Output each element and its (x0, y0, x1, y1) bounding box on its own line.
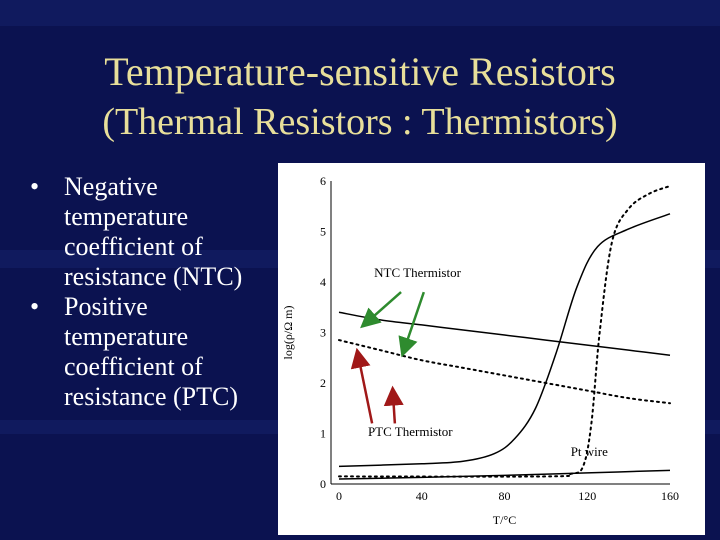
y-tick-label: 4 (320, 275, 326, 289)
y-tick-label: 0 (320, 477, 326, 491)
ptc-arrow-2 (383, 385, 404, 424)
x-tick-label: 80 (499, 489, 511, 503)
series-line-4 (338, 185, 671, 478)
bullet-list: • Negative temperature coefficient of re… (30, 172, 250, 412)
y-tick-label: 3 (320, 326, 326, 340)
x-axis-label: T/°C (493, 513, 516, 527)
y-tick-label: 1 (320, 427, 326, 441)
slide-title: Temperature-sensitive Resistors (104, 49, 616, 94)
x-tick-label: 120 (578, 489, 596, 503)
y-tick-label: 5 (320, 225, 326, 239)
background-band (0, 0, 720, 26)
y-axis-label: log(ρ/Ω m) (281, 306, 295, 360)
series-line-2 (338, 339, 671, 405)
bullet-text: Negative temperature coefficient of resi… (64, 172, 243, 291)
bullet-item-ntc: • Negative temperature coefficient of re… (30, 172, 250, 292)
series-line-3 (338, 213, 671, 468)
bullet-text: Positive temperature coefficient of resi… (64, 292, 239, 411)
chart-panel: 0 40 80 120 160 0 1 2 3 4 5 6 T/°C log(ρ/Ω m) NTC The… (278, 163, 705, 535)
y-tick-label: 6 (320, 174, 326, 188)
bullet-dot: • (30, 172, 40, 201)
ntc-arrow-2 (398, 291, 426, 358)
ptc-arrow-1 (350, 347, 374, 424)
bullet-item-ptc: • Positive temperature coefficient of re… (30, 292, 250, 412)
ptc-annotation: PTC Thermistor (368, 424, 453, 439)
chart: 0 40 80 120 160 0 1 2 3 4 5 6 T/°C log(ρ/Ω m) NTC The… (281, 174, 679, 527)
y-tick-label: 2 (320, 376, 326, 390)
series-line-1 (338, 311, 671, 356)
ntc-arrow-1 (360, 291, 402, 329)
x-tick-label: 160 (661, 489, 679, 503)
x-tick-label: 40 (416, 489, 428, 503)
series-line-5 (338, 469, 671, 480)
pt-wire-annotation: Pt wire (571, 444, 608, 459)
bullet-dot: • (30, 292, 40, 321)
slide-subtitle: (Thermal Resistors : Thermistors) (102, 101, 618, 143)
ntc-annotation: NTC Thermistor (374, 265, 461, 280)
x-tick-label: 0 (336, 489, 342, 503)
